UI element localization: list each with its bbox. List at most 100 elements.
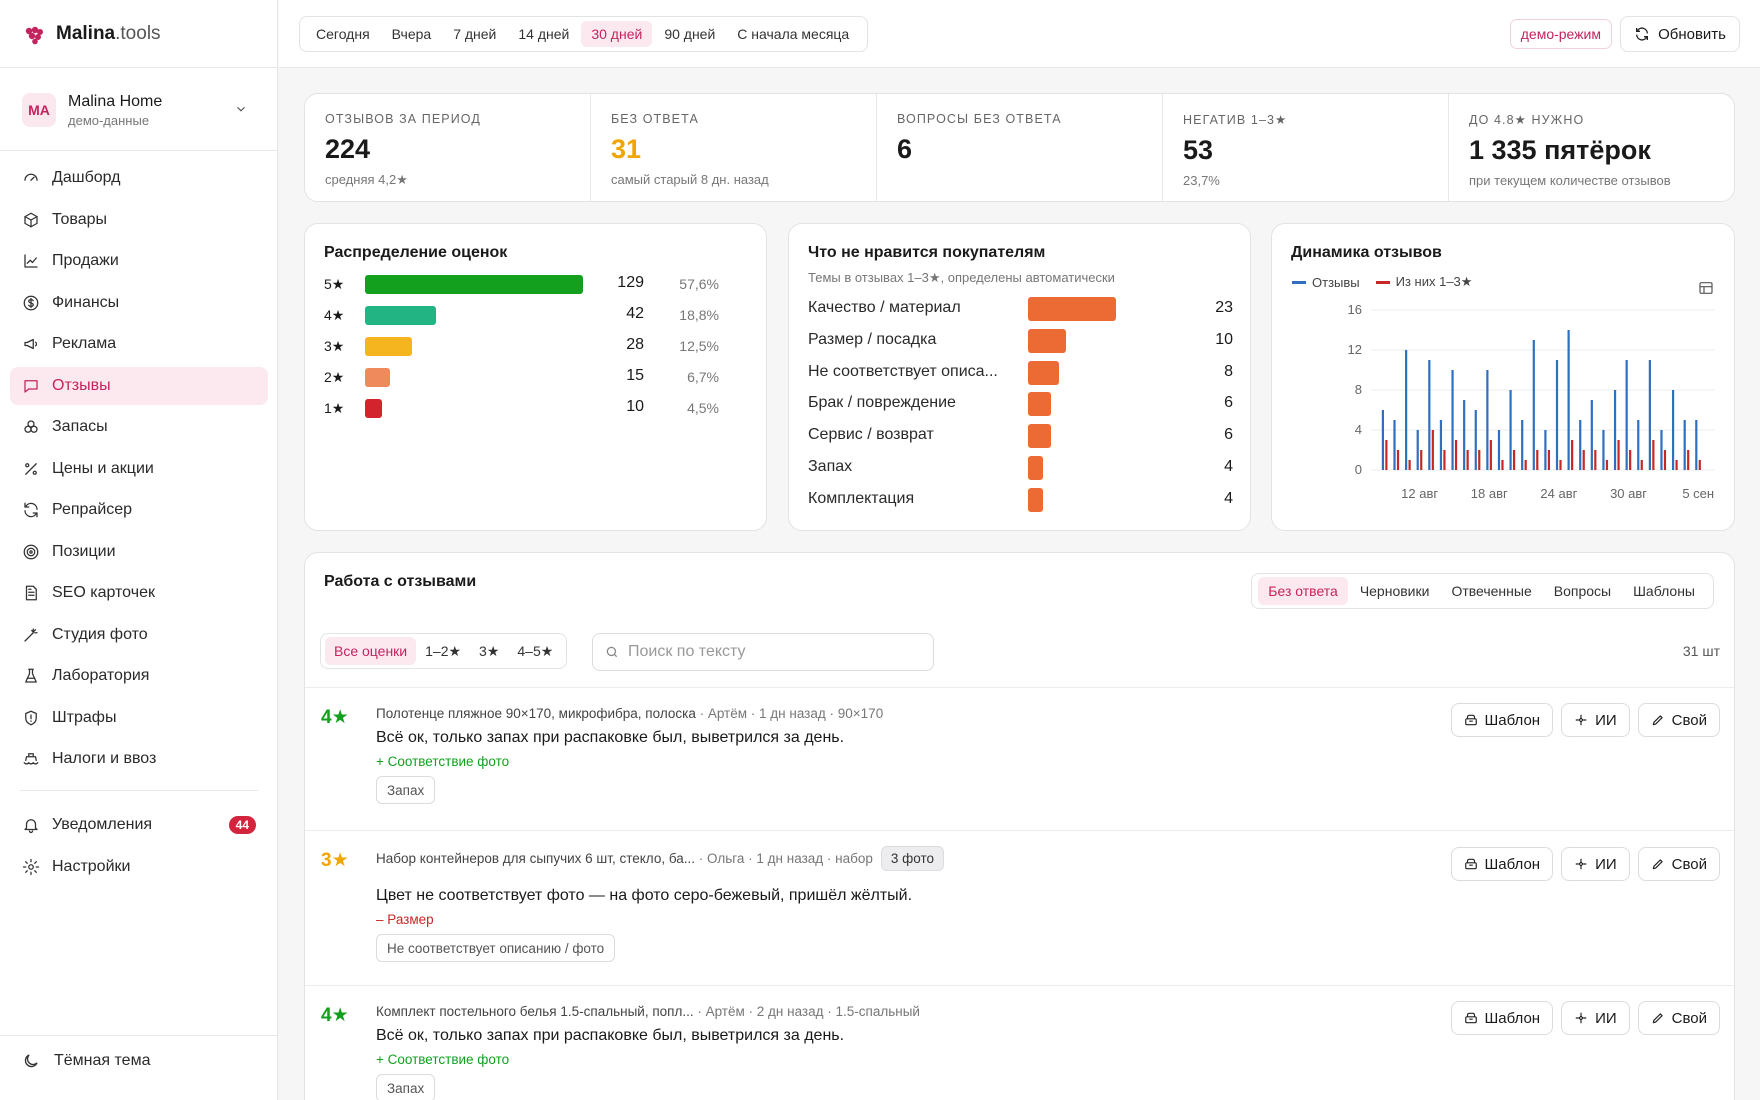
sidebar-item-14[interactable]: Налоги и ввоз xyxy=(10,740,268,778)
sidebar-item-label: Финансы xyxy=(52,293,120,311)
template-label: Шаблон xyxy=(1484,1009,1541,1027)
complaint-row[interactable]: Не соответствует описа... 8 xyxy=(808,360,1233,385)
bar-negative xyxy=(1571,440,1574,470)
theme-toggle[interactable]: Тёмная тема xyxy=(22,1052,150,1070)
complaint-row[interactable]: Брак / повреждение 6 xyxy=(808,392,1233,417)
sidebar-item-9[interactable]: Позиции xyxy=(10,533,268,571)
sidebar-item-10[interactable]: SEO карточек xyxy=(10,574,268,612)
logo[interactable]: Malina.tools xyxy=(22,20,161,48)
bar-negative xyxy=(1605,460,1609,470)
bar-negative xyxy=(1443,450,1446,470)
card-title: Работа с отзывами xyxy=(324,573,477,590)
sidebar-item-7[interactable]: Цены и акции xyxy=(10,450,268,488)
template-button[interactable]: Шаблон xyxy=(1450,1001,1554,1035)
review-tabs: Без ответа Черновики Отвеченные Вопросы Шабл… xyxy=(1251,573,1714,609)
custom-reply-button[interactable]: Свой xyxy=(1637,847,1720,881)
sidebar-bottom-item-1[interactable]: Настройки xyxy=(10,848,268,886)
kpi-value: 1 335 пятёрок xyxy=(1469,135,1651,165)
complaint-row[interactable]: Размер / посадка 10 xyxy=(808,328,1233,353)
kpi-card: Вопросы без ответа 6 xyxy=(877,94,1163,201)
review-item: 4★ Полотенце пляжное 90×170, микрофибра, … xyxy=(305,687,1734,830)
review-actions: Шаблон ИИ Свой xyxy=(1450,847,1720,881)
demo-mode-badge[interactable]: демо-режим xyxy=(1509,19,1612,49)
rating-filter-option[interactable]: 3★ xyxy=(479,642,500,659)
sidebar-item-2[interactable]: Продажи xyxy=(10,242,268,280)
complaint-bar xyxy=(1028,392,1051,417)
sidebar-item-11[interactable]: Студия фото xyxy=(10,616,268,654)
sidebar-item-0[interactable]: Дашборд xyxy=(10,159,268,197)
rating-row: 4★ 42 18,8% xyxy=(324,304,749,326)
review-topic-chip[interactable]: Запах xyxy=(376,1074,436,1100)
period-option[interactable]: 30 дней xyxy=(581,21,653,47)
period-option[interactable]: 7 дней xyxy=(453,26,497,42)
tab-4[interactable]: Шаблоны xyxy=(1633,583,1695,599)
tab-0[interactable]: Без ответа xyxy=(1258,577,1348,605)
complaint-row[interactable]: Качество / материал 23 xyxy=(808,297,1233,321)
sidebar-item-13[interactable]: Штрафы xyxy=(10,699,268,737)
period-option[interactable]: 14 дней xyxy=(518,26,570,42)
period-option[interactable]: 90 дней xyxy=(664,26,716,42)
custom-reply-button[interactable]: Свой xyxy=(1637,703,1720,737)
rating-filter-option[interactable]: 1–2★ xyxy=(425,642,462,659)
ai-label: ИИ xyxy=(1595,855,1617,873)
complaint-count: 4 xyxy=(1224,489,1233,507)
template-label: Шаблон xyxy=(1484,855,1541,873)
refresh-button[interactable]: Обновить xyxy=(1620,16,1740,52)
sidebar-item-5[interactable]: Отзывы xyxy=(10,366,268,405)
card-subtitle: Темы в отзывах 1–3★, определены автомати… xyxy=(808,270,1115,285)
tab-3[interactable]: Вопросы xyxy=(1553,583,1612,599)
period-option[interactable]: Сегодня xyxy=(316,26,370,42)
kpi-value: 6 xyxy=(897,134,913,164)
template-button[interactable]: Шаблон xyxy=(1450,847,1554,881)
bar-negative xyxy=(1454,440,1458,470)
shop-avatar: MA xyxy=(22,93,56,127)
tab-1[interactable]: Черновики xyxy=(1359,583,1430,599)
logo-tld: .tools xyxy=(115,23,161,44)
target-icon xyxy=(23,544,39,559)
rating-star-label: 2★ xyxy=(324,369,345,385)
sidebar-bottom-item-0[interactable]: Уведомления 44 xyxy=(10,806,268,844)
rating-filter-option[interactable]: Все оценки xyxy=(325,637,417,665)
bar-reviews xyxy=(1648,360,1651,470)
period-option[interactable]: С начала месяца xyxy=(737,26,850,42)
sidebar-item-6[interactable]: Запасы xyxy=(10,408,268,446)
review-product[interactable]: Набор контейнеров для сыпучих 6 шт, стек… xyxy=(376,851,696,866)
review-topic-chip[interactable]: Запах xyxy=(376,776,436,804)
table-view-icon[interactable] xyxy=(1698,280,1714,296)
tab-2[interactable]: Отвеченные xyxy=(1451,583,1532,599)
period-option[interactable]: Вчера xyxy=(391,26,432,42)
sidebar-item-1[interactable]: Товары xyxy=(10,201,268,239)
review-product[interactable]: Полотенце пляжное 90×170, микрофибра, по… xyxy=(376,706,696,721)
bar-reviews xyxy=(1532,340,1535,470)
review-variant: · набор xyxy=(826,851,873,866)
sidebar-item-4[interactable]: Реклама xyxy=(10,325,268,363)
search-input[interactable]: Поиск по тексту xyxy=(592,633,934,671)
ai-reply-button[interactable]: ИИ xyxy=(1561,1001,1630,1035)
ai-reply-button[interactable]: ИИ xyxy=(1561,703,1630,737)
complaint-row[interactable]: Комплектация 4 xyxy=(808,487,1233,512)
review-count: 31 шт xyxy=(1682,643,1720,659)
shop-switcher[interactable]: MA Malina Home демо-данные xyxy=(22,90,258,130)
chart-legend: Отзывы Из них 1–3★ xyxy=(1292,274,1488,290)
sidebar-item-3[interactable]: Финансы xyxy=(10,284,268,322)
template-button[interactable]: Шаблон xyxy=(1450,703,1554,737)
review-photos-button[interactable]: 3 фото xyxy=(880,846,945,871)
sidebar-item-8[interactable]: Репрайсер xyxy=(10,491,268,529)
wand-icon xyxy=(24,627,38,642)
review-topic-chip[interactable]: Не соответствует описанию / фото xyxy=(376,934,616,962)
review-actions: Шаблон ИИ Свой xyxy=(1450,1001,1720,1035)
ai-reply-button[interactable]: ИИ xyxy=(1561,847,1630,881)
divider xyxy=(20,790,258,791)
template-icon xyxy=(1464,714,1477,726)
custom-reply-button[interactable]: Свой xyxy=(1637,1001,1720,1035)
template-label: Шаблон xyxy=(1484,711,1541,729)
complaint-row[interactable]: Запах 4 xyxy=(808,456,1233,480)
bar-reviews xyxy=(1521,420,1524,470)
gear-icon xyxy=(22,858,40,875)
sidebar-item-12[interactable]: Лаборатория xyxy=(10,657,268,695)
review-product[interactable]: Комплект постельного белья 1.5-спальный,… xyxy=(376,1004,694,1019)
rating-filter-option[interactable]: 4–5★ xyxy=(517,642,554,659)
complaint-row[interactable]: Сервис / возврат 6 xyxy=(808,424,1233,449)
chevron-down-icon xyxy=(237,106,245,112)
kpi-value: 53 xyxy=(1183,135,1214,165)
